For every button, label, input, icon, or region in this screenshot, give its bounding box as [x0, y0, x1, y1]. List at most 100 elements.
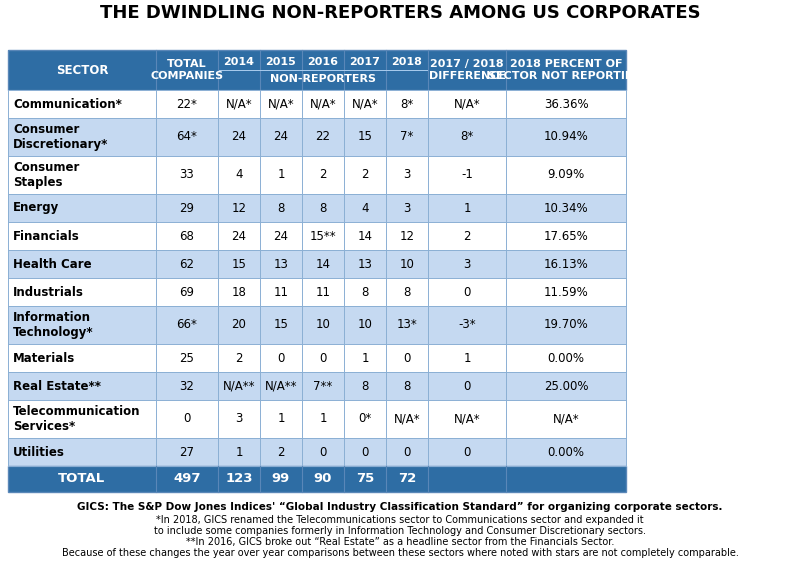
- Text: 3: 3: [403, 168, 410, 181]
- Text: SECTOR NOT REPORTING: SECTOR NOT REPORTING: [488, 71, 644, 81]
- Text: 10.94%: 10.94%: [544, 130, 588, 143]
- Text: 0: 0: [463, 285, 470, 298]
- Text: 90: 90: [314, 473, 332, 486]
- Text: 68: 68: [179, 229, 194, 243]
- Text: 1: 1: [463, 201, 470, 215]
- Text: 4: 4: [235, 168, 242, 181]
- Text: 123: 123: [226, 473, 253, 486]
- Text: 2017 / 2018: 2017 / 2018: [430, 59, 504, 69]
- Text: Real Estate**: Real Estate**: [13, 380, 101, 393]
- Text: 0: 0: [463, 380, 470, 393]
- Text: 15: 15: [231, 257, 246, 270]
- Text: TOTAL: TOTAL: [58, 473, 106, 486]
- Text: 0*: 0*: [358, 412, 372, 425]
- Text: 8: 8: [362, 380, 369, 393]
- Text: 11: 11: [315, 285, 330, 298]
- Text: 12: 12: [231, 201, 246, 215]
- Text: 64*: 64*: [177, 130, 198, 143]
- Text: 13: 13: [358, 257, 373, 270]
- Text: 497: 497: [174, 473, 201, 486]
- Text: Because of these changes the year over year comparisons between these sectors wh: Because of these changes the year over y…: [62, 548, 738, 558]
- Text: 72: 72: [398, 473, 416, 486]
- Text: 8: 8: [403, 380, 410, 393]
- Bar: [8, 222, 626, 250]
- Bar: [8, 118, 626, 156]
- Text: DIFFERENCE: DIFFERENCE: [429, 71, 506, 81]
- Text: 10: 10: [315, 318, 330, 332]
- Text: N/A*: N/A*: [226, 98, 252, 111]
- Text: 4: 4: [362, 201, 369, 215]
- Text: 2016: 2016: [307, 57, 338, 67]
- Text: N/A*: N/A*: [454, 412, 480, 425]
- Text: 0: 0: [319, 352, 326, 364]
- Text: -3*: -3*: [458, 318, 476, 332]
- Bar: [8, 438, 626, 466]
- Bar: [8, 250, 626, 278]
- Text: 8*: 8*: [400, 98, 414, 111]
- Text: to include some companies formerly in Information Technology and Consumer Discre: to include some companies formerly in In…: [154, 526, 646, 536]
- Text: 9.09%: 9.09%: [547, 168, 585, 181]
- Bar: [8, 372, 626, 400]
- Text: 18: 18: [231, 285, 246, 298]
- Text: 19.70%: 19.70%: [544, 318, 588, 332]
- Text: 24: 24: [231, 130, 246, 143]
- Text: 2: 2: [362, 168, 369, 181]
- Text: 8: 8: [319, 201, 326, 215]
- Text: N/A*: N/A*: [352, 98, 378, 111]
- Text: 16.13%: 16.13%: [544, 257, 588, 270]
- Text: GICS: The S&P Dow Jones Indices' “Global Industry Classification Standard” for o: GICS: The S&P Dow Jones Indices' “Global…: [78, 502, 722, 512]
- Text: 14: 14: [358, 229, 373, 243]
- Text: 3: 3: [235, 412, 242, 425]
- Text: 7**: 7**: [314, 380, 333, 393]
- Text: 1: 1: [235, 446, 242, 459]
- Text: 24: 24: [274, 229, 289, 243]
- Text: 25: 25: [179, 352, 194, 364]
- Text: 10: 10: [399, 257, 414, 270]
- Text: COMPANIES: COMPANIES: [150, 71, 223, 81]
- Text: N/A*: N/A*: [454, 98, 480, 111]
- Text: 1: 1: [319, 412, 326, 425]
- Text: 3: 3: [463, 257, 470, 270]
- Text: 2017: 2017: [350, 57, 381, 67]
- Text: 2018: 2018: [391, 57, 422, 67]
- Text: N/A*: N/A*: [394, 412, 420, 425]
- Bar: [8, 466, 626, 492]
- Text: **In 2016, GICS broke out “Real Estate” as a headline sector from the Financials: **In 2016, GICS broke out “Real Estate” …: [186, 537, 614, 547]
- Text: 7*: 7*: [400, 130, 414, 143]
- Text: *In 2018, GICS renamed the Telecommunications sector to Communications sector an: *In 2018, GICS renamed the Telecommunica…: [156, 515, 644, 525]
- Text: 75: 75: [356, 473, 374, 486]
- Text: 1: 1: [278, 168, 285, 181]
- Text: 10: 10: [358, 318, 373, 332]
- Text: 17.65%: 17.65%: [544, 229, 588, 243]
- Bar: [8, 400, 626, 438]
- Text: 99: 99: [272, 473, 290, 486]
- Bar: [8, 278, 626, 306]
- Text: N/A*: N/A*: [268, 98, 294, 111]
- Text: 8: 8: [278, 201, 285, 215]
- Text: 0: 0: [403, 446, 410, 459]
- Text: 3: 3: [403, 201, 410, 215]
- Text: 15**: 15**: [310, 229, 336, 243]
- Text: 13*: 13*: [397, 318, 418, 332]
- Text: 0.00%: 0.00%: [547, 352, 585, 364]
- Text: N/A*: N/A*: [553, 412, 579, 425]
- Text: Telecommunication
Services*: Telecommunication Services*: [13, 405, 141, 433]
- Bar: [8, 466, 626, 492]
- Text: N/A*: N/A*: [310, 98, 336, 111]
- Text: 22*: 22*: [177, 98, 198, 111]
- Text: Industrials: Industrials: [13, 285, 84, 298]
- Text: Financials: Financials: [13, 229, 80, 243]
- Bar: [8, 90, 626, 118]
- Text: 0: 0: [463, 446, 470, 459]
- Text: 33: 33: [180, 168, 194, 181]
- Text: 13: 13: [274, 257, 289, 270]
- Text: 10.34%: 10.34%: [544, 201, 588, 215]
- Text: 32: 32: [179, 380, 194, 393]
- Text: 69: 69: [179, 285, 194, 298]
- Text: 8*: 8*: [460, 130, 474, 143]
- Bar: [8, 50, 626, 90]
- Text: Information
Technology*: Information Technology*: [13, 311, 94, 339]
- Text: 22: 22: [315, 130, 330, 143]
- Text: 36.36%: 36.36%: [544, 98, 588, 111]
- Text: -1: -1: [461, 168, 473, 181]
